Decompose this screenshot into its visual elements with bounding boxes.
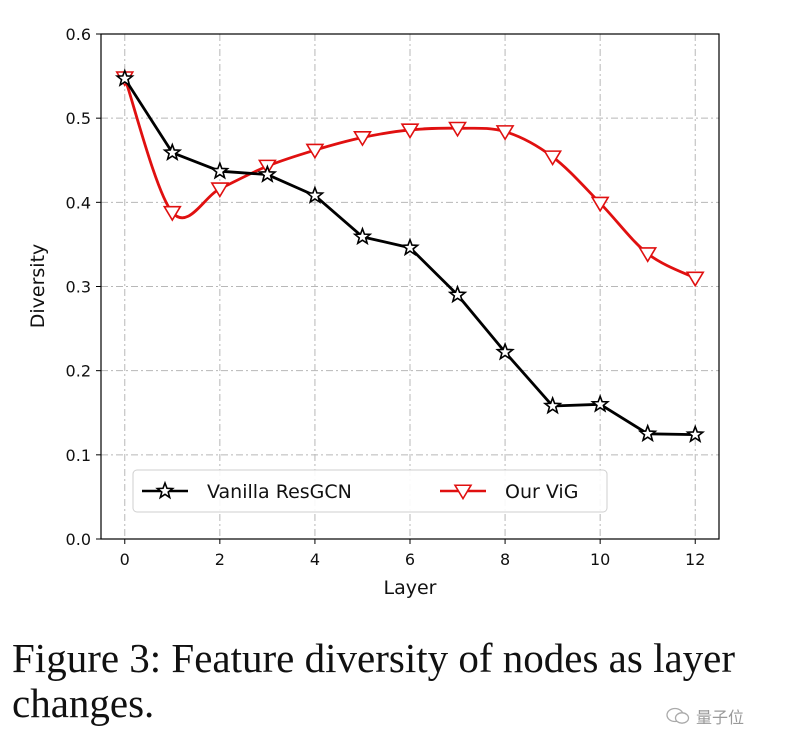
x-tick-label: 0 [120, 550, 130, 569]
data-point-vanilla [114, 68, 135, 87]
diversity-chart: 0 2 4 6 8 10 12 0.0 0.1 0.2 0.3 0.4 0.5 0.6 Layer Div… [27, 25, 720, 599]
legend-marker-vig [453, 484, 473, 501]
data-point-vig [353, 130, 372, 147]
data-point-vanilla [590, 394, 610, 413]
data-point-vanilla [637, 423, 658, 443]
data-point-vig [590, 196, 610, 213]
wechat-icon [666, 707, 690, 724]
data-point-vig [400, 123, 420, 140]
data-point-vig [162, 205, 182, 222]
watermark: 量子位 [666, 704, 744, 728]
legend: Vanilla ResGCN Our ViG [132, 469, 608, 513]
grid [101, 33, 719, 540]
data-point-vig [210, 182, 230, 199]
data-point-vig [305, 143, 325, 160]
series-layer [114, 68, 706, 443]
x-tick-label: 8 [500, 550, 510, 569]
plot-frame [100, 33, 720, 540]
data-point-vanilla [495, 341, 515, 361]
y-tick-label: 0.0 [66, 530, 91, 549]
data-point-vig [448, 121, 467, 138]
x-tick-label: 2 [215, 550, 225, 569]
data-point-vanilla [210, 160, 230, 180]
x-tick-label: 10 [590, 550, 610, 569]
x-tick-label: 12 [685, 550, 705, 569]
data-point-vig [495, 125, 515, 141]
data-point-vanilla [400, 237, 420, 257]
legend-box [132, 469, 608, 513]
y-tick-label: 0.4 [66, 193, 91, 212]
data-point-vanilla [542, 395, 563, 415]
figure-caption: Figure 3: Feature diversity of nodes as … [12, 635, 736, 726]
legend-label-vanilla: Vanilla ResGCN [207, 481, 352, 503]
data-point-vig [543, 150, 563, 167]
data-point-vanilla [305, 185, 325, 204]
ticks: 0 2 4 6 8 10 12 0.0 0.1 0.2 0.3 0.4 0.5 0.6 [66, 25, 706, 569]
legend-label-vig: Our ViG [505, 481, 578, 503]
data-point-vanilla [162, 142, 183, 161]
x-tick-label: 4 [310, 550, 320, 569]
y-tick-label: 0.3 [66, 278, 91, 297]
x-axis-label: Layer [384, 577, 437, 599]
data-point-vanilla [257, 164, 278, 183]
y-tick-label: 0.1 [66, 446, 91, 465]
data-point-vanilla [447, 284, 468, 304]
y-tick-label: 0.5 [66, 109, 91, 128]
data-point-vanilla [685, 424, 706, 443]
x-tick-label: 6 [405, 550, 415, 569]
y-axis-label: Diversity [27, 244, 49, 329]
data-point-vig [685, 271, 705, 288]
data-point-vanilla [352, 226, 373, 246]
data-point-vig [638, 247, 658, 263]
legend-marker-shape [155, 480, 175, 500]
watermark-text: 量子位 [696, 708, 745, 727]
legend-marker-shape [453, 484, 473, 501]
y-tick-label: 0.2 [66, 362, 91, 381]
y-tick-label: 0.6 [66, 25, 91, 44]
legend-marker-vanilla [155, 480, 175, 500]
